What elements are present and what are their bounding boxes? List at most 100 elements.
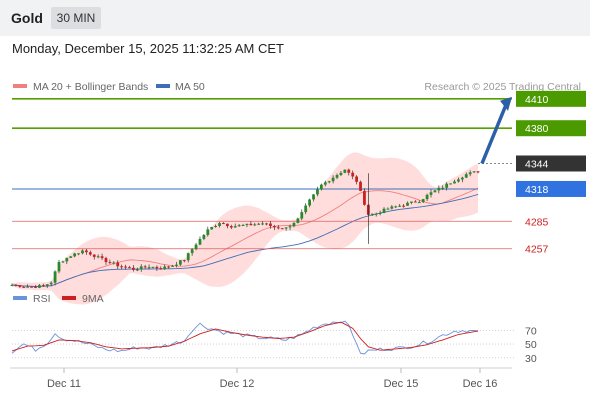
candle-body bbox=[88, 252, 92, 255]
candle bbox=[284, 227, 288, 231]
candle bbox=[390, 205, 394, 210]
candle-body bbox=[355, 176, 359, 182]
candle-body bbox=[261, 223, 265, 225]
candle bbox=[34, 285, 37, 289]
candle-body bbox=[233, 226, 237, 228]
candle bbox=[339, 171, 343, 177]
ma20-legend-label: MA 20 + Bollinger Bands bbox=[33, 81, 148, 93]
candle-body bbox=[269, 223, 272, 227]
candle bbox=[241, 223, 245, 227]
candle bbox=[421, 198, 425, 204]
candle-body bbox=[18, 285, 22, 287]
candle-body bbox=[218, 223, 221, 226]
candle-body bbox=[202, 234, 206, 239]
candle-body bbox=[116, 262, 120, 267]
candle-body bbox=[300, 212, 304, 219]
level-tag-4410 bbox=[516, 90, 586, 107]
candle-body bbox=[316, 189, 319, 195]
rsi-ma-legend-label: 9MA bbox=[82, 293, 104, 305]
time-axis-label: Dec 12 bbox=[220, 378, 255, 390]
candle bbox=[316, 186, 319, 197]
candle-body bbox=[128, 267, 131, 269]
time-axis-label: Dec 15 bbox=[384, 378, 419, 390]
candle-body bbox=[167, 266, 171, 268]
candle bbox=[304, 203, 308, 215]
candle bbox=[214, 224, 218, 228]
ma50-legend-swatch bbox=[156, 84, 170, 88]
candle-body bbox=[73, 253, 77, 257]
candle-body bbox=[468, 172, 472, 175]
candle-body bbox=[402, 205, 405, 207]
candle-body bbox=[92, 254, 96, 257]
candle-body bbox=[210, 227, 214, 230]
candle-body bbox=[410, 201, 413, 203]
candle-body bbox=[449, 183, 452, 185]
candle bbox=[335, 173, 339, 180]
candle-body bbox=[77, 253, 80, 255]
candle-body bbox=[120, 266, 124, 268]
candle-body bbox=[229, 226, 233, 228]
ma50-line bbox=[11, 193, 479, 287]
candle bbox=[323, 180, 327, 187]
candle bbox=[159, 266, 163, 270]
candle bbox=[57, 259, 61, 274]
candle bbox=[202, 233, 206, 241]
candle-body bbox=[49, 282, 53, 285]
candle bbox=[190, 248, 194, 256]
candle bbox=[206, 226, 210, 237]
time-axis-label: Dec 16 bbox=[463, 378, 498, 390]
candle bbox=[406, 201, 409, 207]
candle-body bbox=[257, 223, 261, 225]
candle bbox=[327, 180, 331, 184]
candle-body bbox=[335, 175, 339, 178]
candle bbox=[88, 250, 92, 256]
rsi-legend-swatch bbox=[13, 296, 27, 300]
candle bbox=[178, 260, 182, 266]
candle-body bbox=[382, 208, 386, 214]
candle bbox=[167, 265, 171, 269]
candle bbox=[343, 169, 347, 174]
candle-body bbox=[69, 256, 73, 258]
source-credit: Research © 2025 Trading Central bbox=[424, 81, 581, 93]
candle bbox=[112, 261, 116, 265]
candle-body bbox=[175, 264, 178, 266]
candle bbox=[441, 185, 445, 191]
candle bbox=[65, 257, 69, 264]
candle bbox=[182, 259, 186, 263]
candle-body bbox=[245, 223, 249, 226]
candle bbox=[253, 222, 257, 227]
candle bbox=[104, 256, 108, 265]
candle-body bbox=[265, 223, 268, 225]
candle-body bbox=[417, 202, 421, 204]
candle-body bbox=[323, 182, 327, 185]
candle bbox=[155, 265, 159, 272]
candle-body bbox=[45, 284, 49, 286]
bollinger-band-area bbox=[12, 152, 478, 305]
candle-body bbox=[151, 266, 155, 268]
candle bbox=[85, 248, 88, 255]
candle-body bbox=[304, 205, 308, 213]
candle-body bbox=[241, 225, 245, 227]
candle-body bbox=[453, 181, 456, 184]
candle bbox=[77, 253, 80, 256]
candle bbox=[398, 204, 402, 207]
candle-body bbox=[421, 199, 425, 203]
candle bbox=[476, 170, 480, 174]
candle bbox=[417, 200, 421, 204]
candle bbox=[26, 284, 30, 288]
candle-body bbox=[288, 226, 292, 228]
candle bbox=[245, 223, 249, 228]
candle-body bbox=[363, 190, 366, 205]
level-tag-4318 bbox=[516, 180, 586, 197]
candle-body bbox=[425, 194, 429, 200]
candle-body bbox=[472, 171, 476, 173]
candle bbox=[460, 176, 464, 183]
candle-body bbox=[22, 286, 26, 288]
candle bbox=[272, 224, 276, 231]
price-level-lines bbox=[12, 98, 512, 250]
candle bbox=[92, 254, 96, 260]
rsi-legend-label: RSI bbox=[33, 293, 51, 305]
level-label-4380: 4380 bbox=[525, 123, 549, 135]
timeframe-button[interactable]: 30 MIN bbox=[51, 7, 101, 29]
